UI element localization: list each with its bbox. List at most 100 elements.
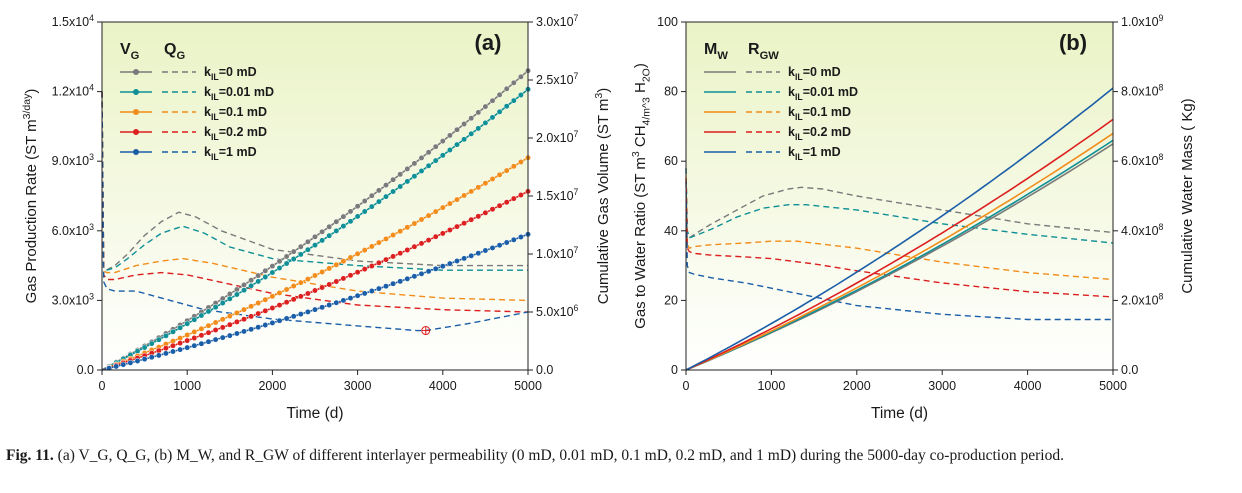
- solid-series-marker: [304, 276, 311, 283]
- solid-series-marker: [255, 278, 262, 285]
- solid-series-marker: [170, 328, 176, 335]
- solid-series-marker: [446, 200, 453, 207]
- solid-series-marker: [184, 320, 191, 327]
- solid-series-marker: [482, 103, 489, 110]
- legend-marker-swatch: [133, 129, 139, 135]
- solid-series-marker: [255, 300, 262, 306]
- solid-series-marker: [397, 278, 404, 285]
- solid-series-marker: [191, 335, 198, 341]
- plot-frame: [685, 21, 1114, 371]
- solid-series-marker: [326, 232, 333, 239]
- solid-series-marker: [120, 361, 127, 368]
- solid-series-marker: [290, 248, 297, 255]
- solid-series-marker: [233, 286, 240, 293]
- solid-series-marker: [354, 269, 361, 276]
- caption-label: Fig. 11.: [6, 447, 54, 464]
- solid-series-marker: [326, 265, 333, 272]
- solid-series-marker: [375, 198, 382, 205]
- solid-series-marker: [496, 242, 503, 249]
- solid-series-marker: [148, 354, 155, 361]
- solid-series-marker: [404, 178, 411, 185]
- solid-series-marker: [212, 319, 219, 326]
- y-right-tick-label: 0.0: [1121, 363, 1138, 377]
- solid-series-marker: [319, 228, 326, 235]
- solid-series-marker: [255, 324, 262, 331]
- solid-series-marker: [439, 138, 446, 145]
- solid-series-marker: [489, 244, 496, 251]
- solid-series-marker: [340, 297, 347, 304]
- solid-series-marker: [368, 192, 375, 199]
- solid-series-marker: [155, 352, 162, 359]
- y-left-tick-label: 0.0: [77, 363, 94, 377]
- solid-series-marker: [205, 338, 212, 345]
- solid-series-marker: [425, 268, 432, 275]
- solid-series-marker: [347, 218, 354, 225]
- solid-series-marker: [375, 187, 382, 194]
- solid-series-marker: [375, 239, 382, 246]
- solid-series-marker: [269, 269, 276, 276]
- solid-series-marker: [333, 227, 340, 234]
- solid-series-marker: [397, 183, 404, 190]
- solid-series-marker: [446, 260, 453, 267]
- y-right-tick-label: 1.0x109: [1121, 13, 1164, 29]
- solid-series-marker: [361, 208, 368, 215]
- solid-series-marker: [219, 316, 226, 323]
- solid-series-marker: [333, 261, 340, 268]
- solid-series-marker: [283, 315, 290, 322]
- y-left-axis-label: Gas Production Rate (ST m3/day): [21, 89, 40, 304]
- solid-series-marker: [368, 263, 375, 269]
- solid-series-marker: [191, 328, 198, 335]
- figure-canvas: 0 1000 2000 3000 4000 50000.03.0x1036.0x1039.…: [21, 13, 1196, 422]
- solid-series-marker: [482, 247, 489, 254]
- solid-series-marker: [340, 213, 347, 220]
- solid-series-marker: [198, 312, 205, 319]
- y-right-tick-label: 4.0x108: [1121, 222, 1164, 238]
- solid-series-marker: [425, 237, 432, 244]
- solid-series-marker: [198, 332, 205, 339]
- solid-series-marker: [368, 203, 375, 210]
- x-tick-label: 5000: [514, 379, 542, 393]
- chart-panel-b: 0 1000 2000 3000 4000 5000 0 20 40 60 80 100 0.0 2.0x…: [630, 13, 1196, 422]
- solid-series-marker: [177, 346, 184, 353]
- solid-series-marker: [297, 251, 304, 258]
- solid-series-marker: [297, 243, 304, 250]
- panel-title: (a): [475, 30, 502, 55]
- chart-panel-a: 0 1000 2000 3000 4000 5000 0.0 3.0x103 6.0x103 9.…: [21, 13, 612, 422]
- solid-series-marker: [475, 184, 482, 191]
- dashed-series-line: [685, 182, 1113, 321]
- solid-series-marker: [241, 287, 247, 294]
- solid-series-marker: [170, 342, 176, 349]
- solid-series-marker: [233, 330, 240, 337]
- solid-series-marker: [312, 287, 318, 294]
- y-right-axis-label: Cumulative Water Mass ( Kg): [1179, 98, 1196, 293]
- solid-series-marker: [510, 163, 517, 170]
- solid-series-marker: [432, 265, 439, 272]
- legend-solid-header: MW: [704, 41, 728, 62]
- solid-series-marker: [397, 250, 404, 257]
- solid-series-marker: [347, 272, 354, 279]
- solid-series-marker: [290, 256, 297, 262]
- y-left-axis-label: Gas to Water Ratio (ST m3 CH4/m^3 H2O): [630, 63, 653, 329]
- solid-series-marker: [255, 310, 262, 317]
- solid-series-marker: [219, 324, 226, 331]
- annotation-marker: [421, 326, 431, 336]
- solid-series-marker: [226, 321, 233, 328]
- solid-series-marker: [198, 325, 205, 332]
- solid-series-marker: [411, 173, 418, 180]
- legend-marker-swatch: [133, 149, 139, 155]
- solid-series-marker: [177, 324, 184, 331]
- solid-series-marker: [162, 332, 169, 339]
- solid-series-marker: [248, 303, 255, 310]
- solid-series-marker: [347, 254, 354, 261]
- solid-series-marker: [390, 253, 397, 260]
- solid-series-marker: [375, 259, 382, 266]
- solid-series-marker: [425, 212, 432, 219]
- solid-series-marker: [517, 159, 524, 165]
- solid-series-marker: [297, 311, 304, 318]
- solid-series-marker: [127, 359, 134, 366]
- solid-series-marker: [304, 246, 311, 253]
- solid-series-marker: [390, 188, 397, 195]
- solid-series-marker: [241, 316, 247, 323]
- legend-solid-header: VG: [120, 41, 140, 62]
- solid-series-marker: [368, 288, 375, 294]
